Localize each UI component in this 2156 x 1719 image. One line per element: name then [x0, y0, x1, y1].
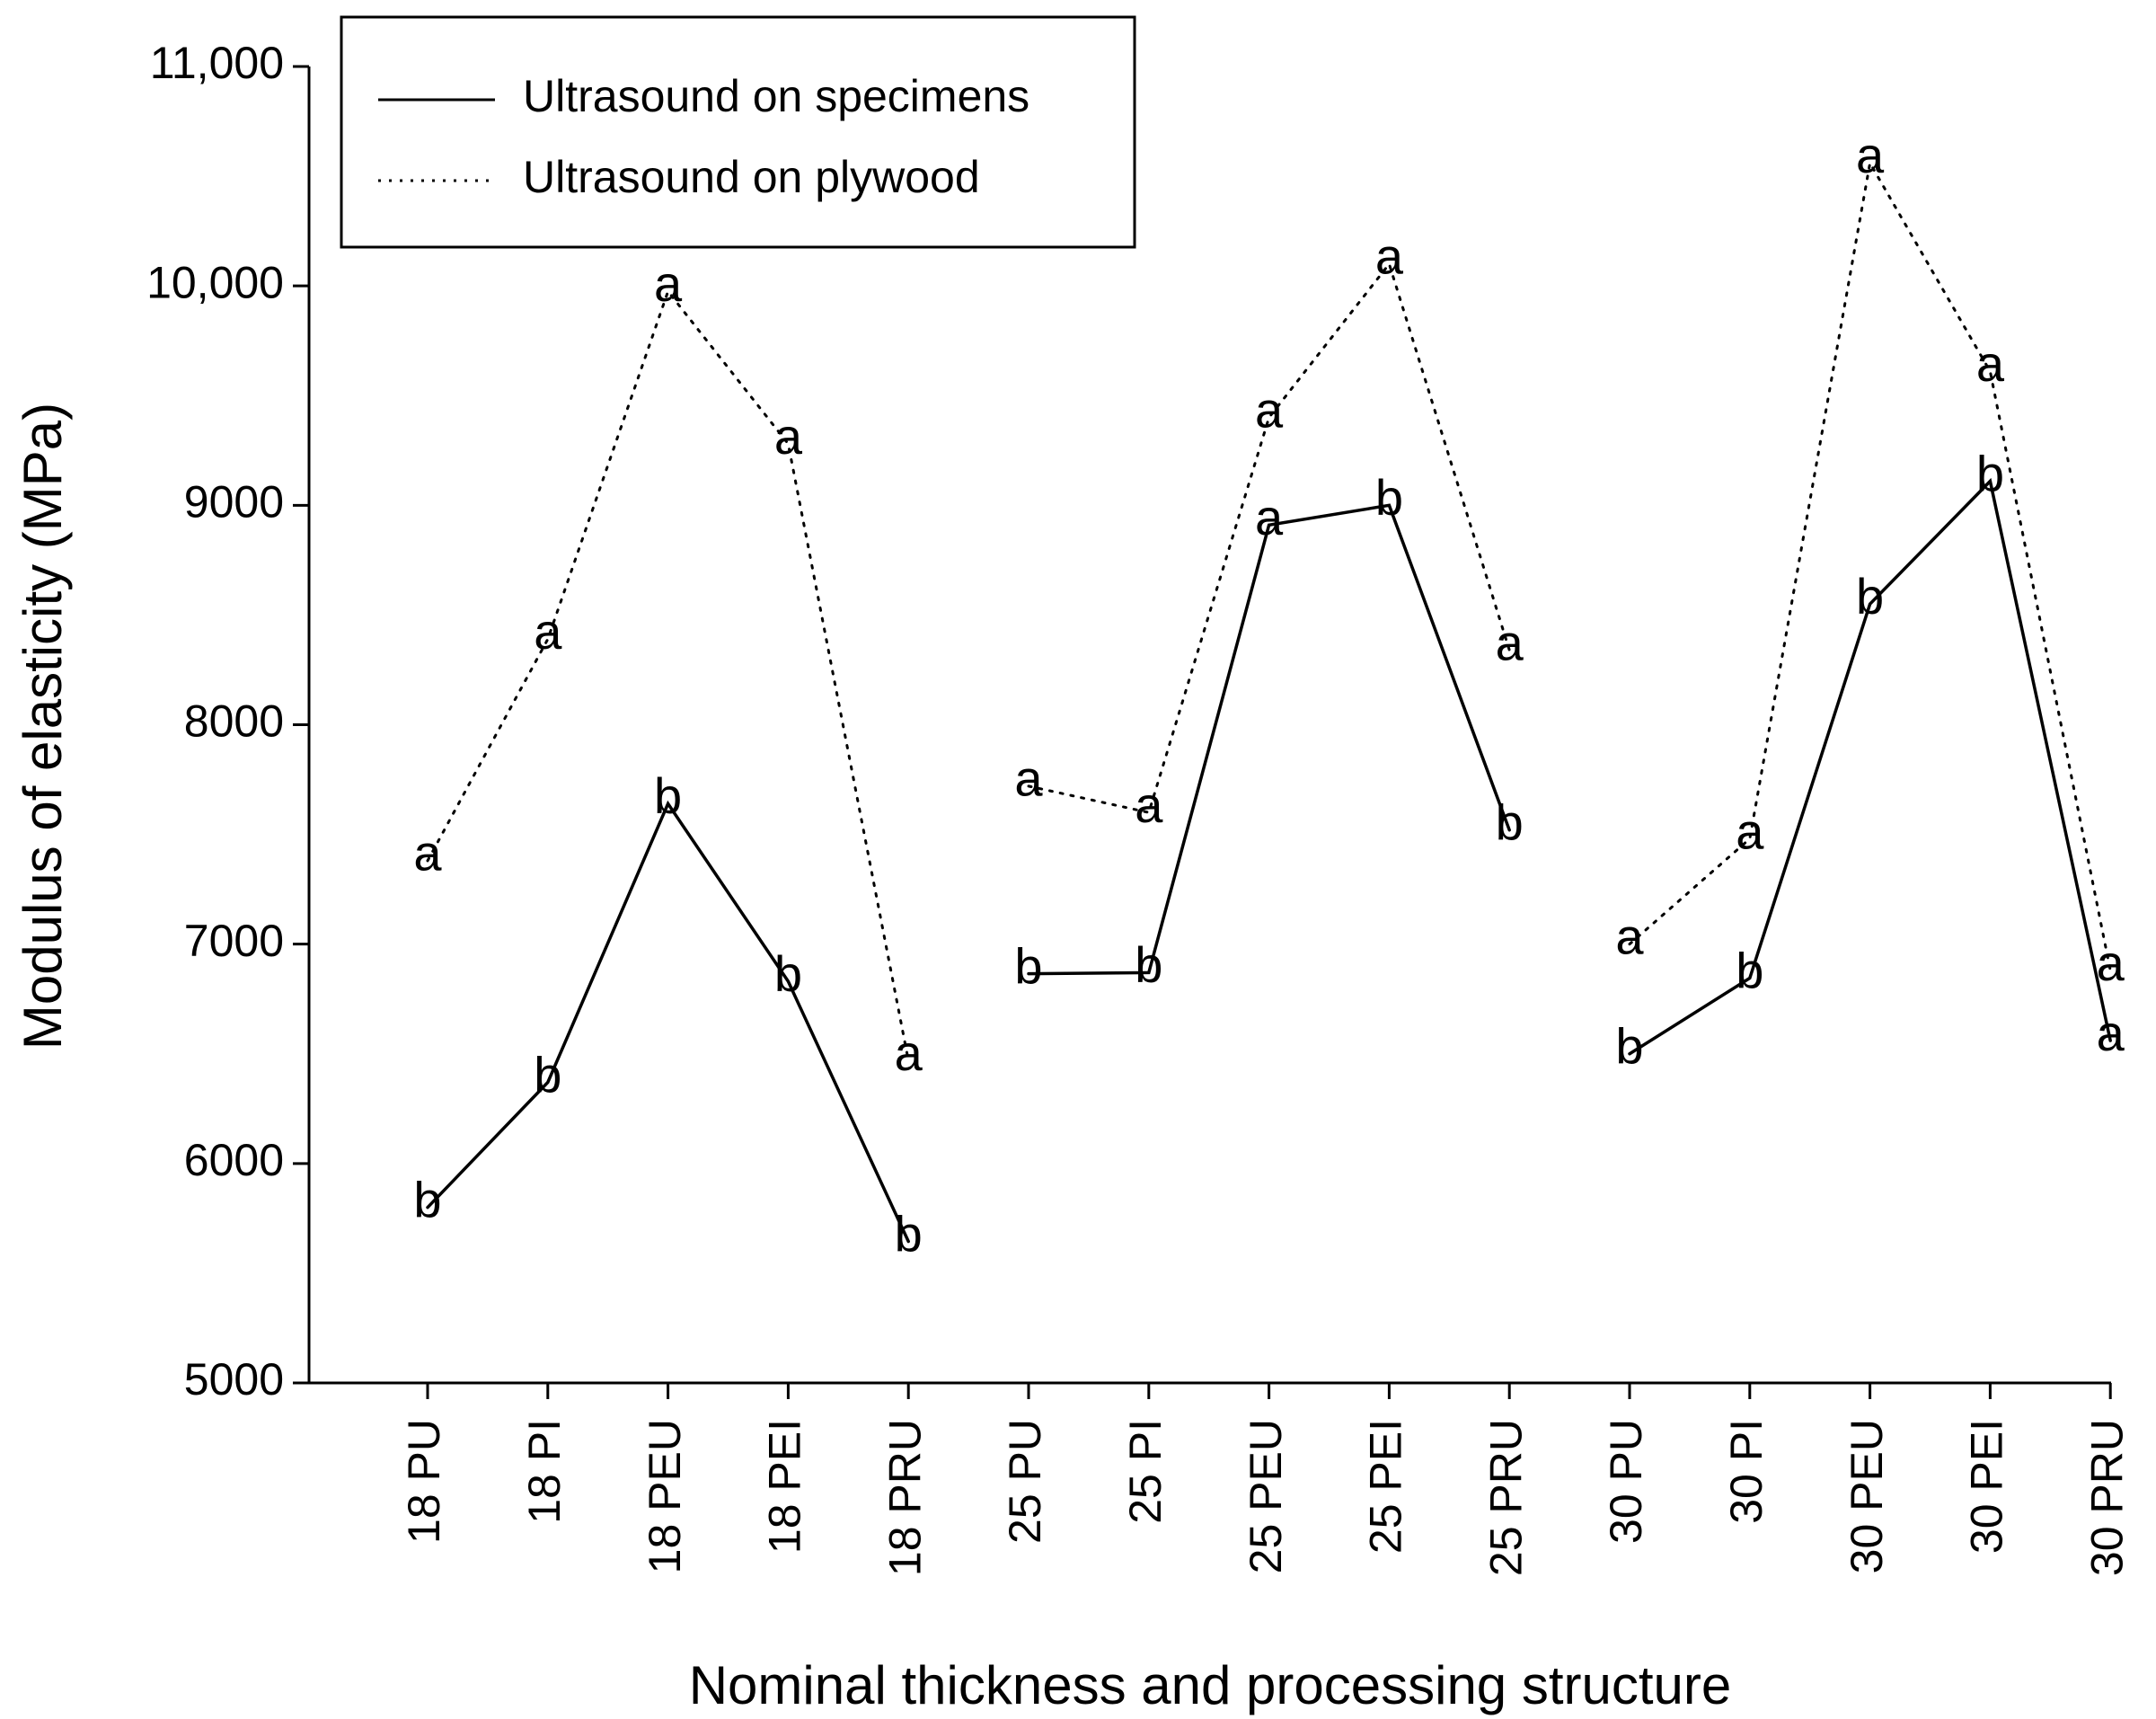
x-tick-label: 18 PEI	[760, 1419, 810, 1554]
x-tick-label: 25 PEU	[1241, 1419, 1291, 1573]
point-annotation: b	[1615, 1018, 1643, 1075]
point-annotation: b	[895, 1205, 923, 1262]
point-annotation: b	[1014, 937, 1042, 994]
point-annotation: a	[1014, 750, 1043, 807]
point-annotation: a	[534, 603, 562, 660]
x-tick-label: 30 PI	[1721, 1419, 1772, 1524]
x-tick-label: 18 PI	[519, 1419, 570, 1524]
y-tick-label: 10,000	[146, 257, 284, 307]
point-annotation: a	[1255, 381, 1284, 438]
y-tick-label: 6000	[184, 1135, 284, 1185]
line-series	[1027, 261, 1511, 814]
x-tick-label: 25 PI	[1120, 1419, 1171, 1524]
point-annotation: b	[774, 945, 802, 1002]
point-annotation: b	[1976, 445, 2004, 501]
legend-label: Ultrasound on plywood	[523, 152, 980, 202]
line-series	[1628, 477, 2112, 1056]
point-annotation: a	[2097, 1005, 2125, 1061]
x-tick-label: 18 PU	[399, 1419, 449, 1544]
legend-box	[340, 15, 1136, 249]
y-tick-label: 5000	[184, 1354, 284, 1404]
x-tick-label: 30 PRU	[2081, 1419, 2132, 1576]
x-tick-label: 25 PEI	[1361, 1419, 1411, 1554]
y-axis-label: Modulus of elasticity (MPa)	[13, 403, 73, 1050]
point-annotation: b	[413, 1171, 441, 1227]
point-annotation: a	[1135, 776, 1163, 833]
point-annotation: b	[1736, 942, 1763, 998]
x-tick-label: 30 PU	[1601, 1419, 1651, 1544]
x-axis-label: Nominal thickness and processing structu…	[689, 1655, 1732, 1715]
line-series	[426, 800, 910, 1244]
point-annotation: a	[1496, 614, 1524, 670]
point-annotation: a	[895, 1024, 923, 1081]
point-annotation: b	[1135, 936, 1162, 993]
line-series	[1628, 159, 2112, 972]
x-tick-label: 30 PEI	[1962, 1419, 2012, 1554]
point-annotation: a	[413, 825, 442, 882]
point-annotation: b	[1375, 469, 1403, 526]
line-series	[426, 288, 910, 1062]
point-annotation: a	[1615, 908, 1644, 964]
point-annotation: a	[1976, 335, 2005, 392]
point-annotation: a	[1736, 802, 1764, 859]
y-tick-label: 9000	[184, 477, 284, 527]
x-tick-label: 18 PEU	[640, 1419, 690, 1573]
point-annotation: b	[534, 1046, 561, 1103]
point-annotation: a	[1375, 228, 1404, 285]
x-tick-label: 30 PEU	[1842, 1419, 1892, 1573]
x-tick-label: 25 PU	[1000, 1419, 1050, 1544]
x-tick-label: 25 PRU	[1480, 1419, 1531, 1576]
point-annotation: a	[1856, 127, 1885, 183]
legend-label: Ultrasound on specimens	[523, 71, 1029, 121]
line-series	[1027, 503, 1511, 976]
y-tick-label: 8000	[184, 696, 284, 747]
x-tick-label: 18 PRU	[879, 1419, 930, 1576]
point-annotation: a	[774, 408, 803, 465]
point-annotation: b	[1856, 568, 1884, 625]
point-annotation: a	[1255, 489, 1284, 545]
point-annotation: b	[1496, 793, 1524, 850]
point-annotation: a	[654, 255, 683, 312]
point-annotation: b	[654, 767, 682, 824]
y-tick-label: 7000	[184, 916, 284, 966]
y-tick-label: 11,000	[150, 38, 284, 88]
point-annotation: a	[2097, 935, 2125, 991]
